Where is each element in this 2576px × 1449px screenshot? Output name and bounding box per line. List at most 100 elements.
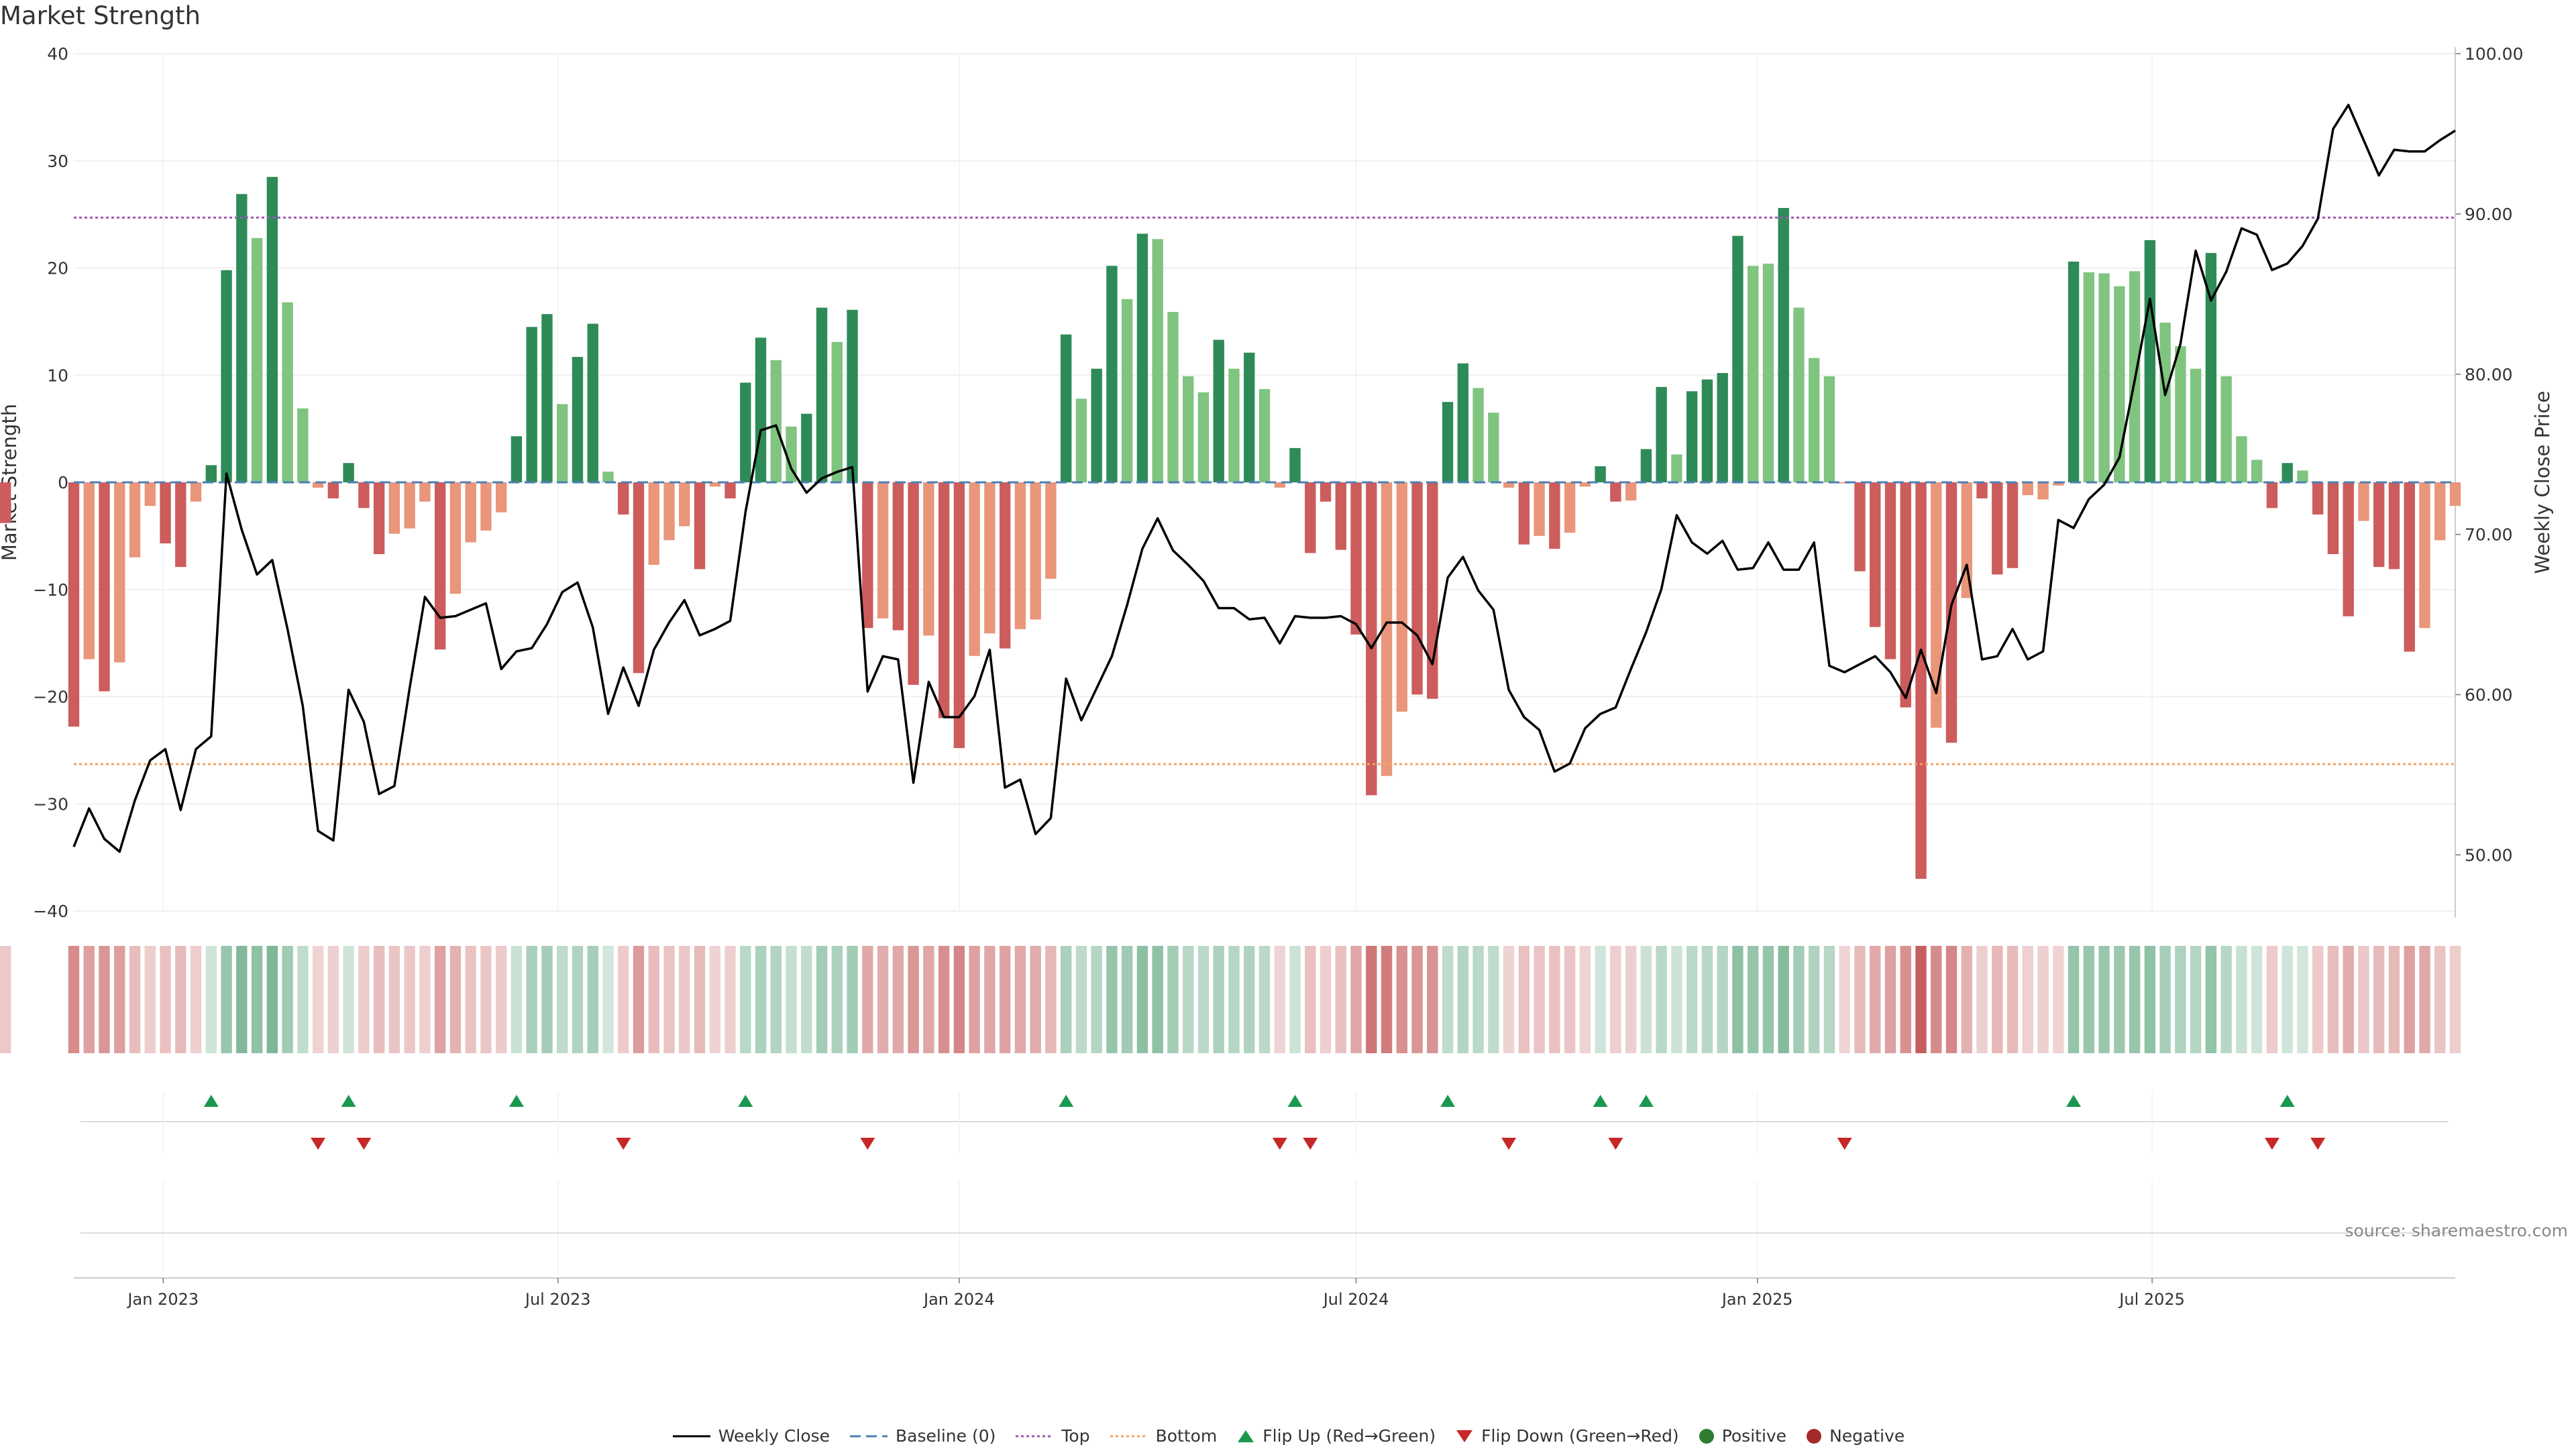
strength-bar <box>2022 482 2034 496</box>
strength-bar <box>434 482 446 650</box>
heat-strip-cell <box>1244 946 1255 1053</box>
y-tick-label-left: 0 <box>58 473 68 492</box>
strength-bar <box>1640 449 1652 482</box>
heat-strip-cell <box>99 946 110 1053</box>
heat-strip-cell <box>541 946 553 1053</box>
heat-strip-cell <box>663 946 675 1053</box>
heat-strip-cell <box>633 946 645 1053</box>
heat-strip-cell <box>862 946 873 1053</box>
strength-bar <box>2251 460 2263 482</box>
flip-up-marker <box>1059 1095 1074 1107</box>
heat-strip-cell <box>709 946 720 1053</box>
heat-strip-cell <box>0 946 11 1053</box>
heat-strip-cell <box>526 946 537 1053</box>
heat-strip-cell <box>969 946 980 1053</box>
heat-strip-cell <box>1732 946 1743 1053</box>
flip-up-marker <box>1638 1095 1654 1107</box>
heat-strip-cell <box>1197 946 1210 1053</box>
heat-strip-cell <box>1411 946 1423 1053</box>
heat-strip-cell <box>816 946 828 1053</box>
strength-bar <box>1258 389 1271 482</box>
strength-bar <box>526 327 537 482</box>
strength-bar <box>1823 376 1835 482</box>
strength-bar <box>2114 286 2125 482</box>
heat-strip-cell <box>1564 946 1576 1053</box>
heat-strip-cell <box>419 946 431 1053</box>
strength-bar <box>2404 482 2415 652</box>
y-tick-label-left: 20 <box>47 259 68 278</box>
strength-bar <box>1748 266 1759 482</box>
heat-strip-cell <box>83 946 95 1053</box>
strength-bar <box>1854 482 1866 572</box>
heat-strip-cell <box>1335 946 1346 1053</box>
strength-bar <box>2266 482 2278 508</box>
heat-strip-cell <box>1366 946 1377 1053</box>
flip-up-marker <box>1593 1095 1608 1107</box>
strength-bar <box>1656 386 1667 482</box>
strength-bar <box>816 307 828 482</box>
strength-bar <box>465 482 476 543</box>
strength-bar <box>1595 466 1606 482</box>
strength-bar <box>1411 482 1423 695</box>
strength-bar <box>1366 482 1377 796</box>
heat-strip-cell <box>1258 946 1271 1053</box>
strength-bar <box>2175 346 2186 482</box>
strength-bar <box>1945 482 1957 743</box>
heat-strip-cell <box>587 946 598 1053</box>
heat-strip-cell <box>1915 946 1927 1053</box>
heat-strip-cell <box>1136 946 1148 1053</box>
strength-bar <box>282 302 293 482</box>
strength-bar <box>68 482 80 727</box>
heat-strip-cell <box>2373 946 2385 1053</box>
strength-bar <box>1457 363 1469 482</box>
legend-label: Bottom <box>1155 1426 1218 1446</box>
heat-strip-cell <box>2006 946 2019 1053</box>
heat-strip-cell <box>1625 946 1637 1053</box>
heat-strip-cell <box>1396 946 1407 1053</box>
strength-bar <box>99 482 110 692</box>
strength-bar <box>2220 376 2232 482</box>
heat-strip-cell <box>404 946 415 1053</box>
strength-bar <box>1564 482 1576 533</box>
flip-up-marker <box>2279 1095 2295 1107</box>
y-tick-label-right: 80.00 <box>2465 365 2513 384</box>
y-tick-label-right: 90.00 <box>2465 205 2513 224</box>
strength-bar <box>1793 307 1805 482</box>
legend-label: Baseline (0) <box>896 1426 996 1446</box>
heat-strip-cell <box>2449 946 2461 1053</box>
heat-strip-cell <box>175 946 186 1053</box>
strength-bar <box>984 482 996 634</box>
strength-bar <box>2312 482 2324 515</box>
strength-bar <box>1244 352 1255 482</box>
legend-label: Top <box>1061 1426 1090 1446</box>
heat-strip-cell <box>1518 946 1530 1053</box>
heat-strip-cell <box>572 946 584 1053</box>
strength-bar <box>1197 392 1210 482</box>
strength-bar <box>1136 233 1148 482</box>
strength-bar <box>557 404 568 482</box>
strength-bar <box>388 482 400 534</box>
heat-strip-cell <box>1656 946 1667 1053</box>
legend-item-negative: Negative <box>1805 1426 1904 1446</box>
heat-strip-cell <box>1823 946 1835 1053</box>
x-tick-label: Jan 2024 <box>922 1290 995 1309</box>
strength-bar <box>709 482 720 487</box>
strength-bar <box>114 482 125 663</box>
heat-strip-cell <box>1305 946 1316 1053</box>
heat-strip-cell <box>648 946 659 1053</box>
strength-bar <box>1014 482 1026 629</box>
strength-bar <box>1870 482 1881 627</box>
strength-bar <box>297 408 309 482</box>
strength-bar <box>1686 391 1698 482</box>
dotted-line-icon <box>1110 1435 1148 1437</box>
strength-bar <box>1884 482 1896 659</box>
strength-bar <box>648 482 659 566</box>
strength-bar <box>1122 299 1133 482</box>
strength-bar <box>1915 482 1927 879</box>
heat-strip-cell <box>2434 946 2446 1053</box>
legend-label: Flip Down (Green→Red) <box>1481 1426 1679 1446</box>
heat-strip-cell <box>236 946 248 1053</box>
strength-bar <box>2098 273 2110 482</box>
heat-strip-cell <box>221 946 232 1053</box>
